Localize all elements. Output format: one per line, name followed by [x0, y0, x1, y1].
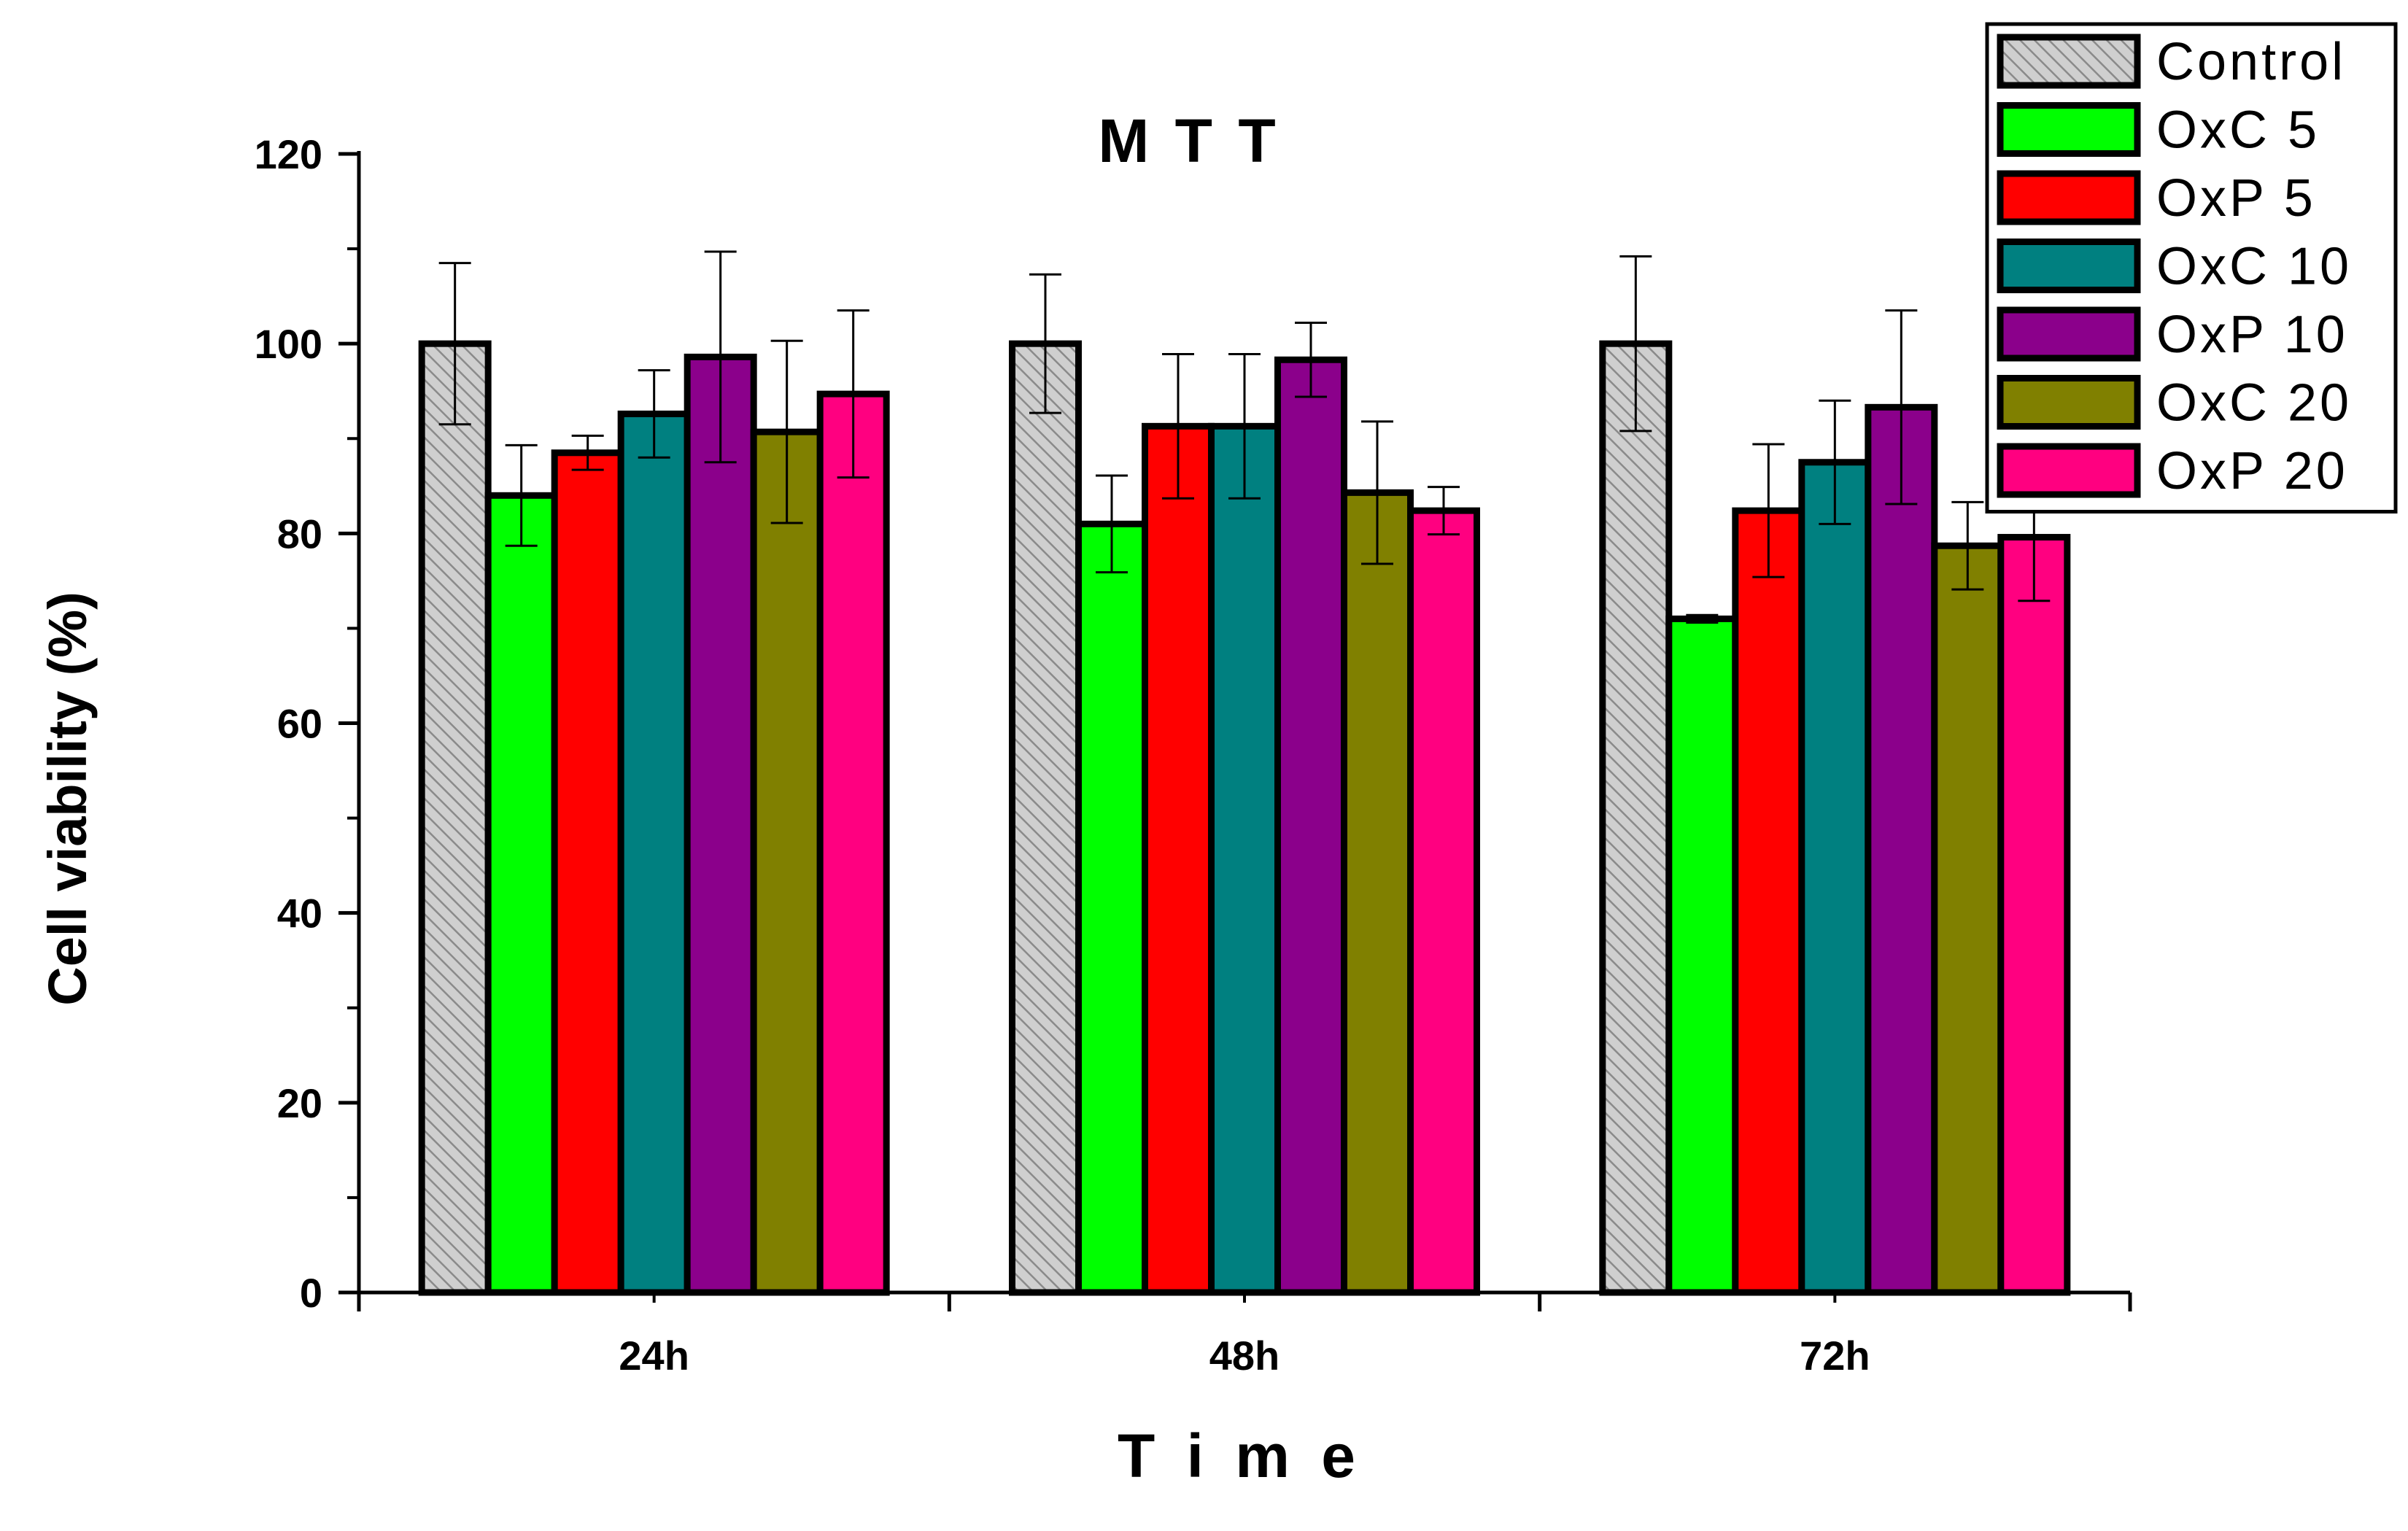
y-tick-label: 80: [277, 511, 322, 557]
error-bar-oxc-5-48h: [1096, 474, 1128, 574]
bar-oxp-20-48h: [1407, 507, 1480, 1296]
error-bar-oxp-10-48h: [1295, 322, 1327, 398]
legend-swatch: [1997, 443, 2141, 498]
legend-entry-control: Control: [1997, 33, 2346, 91]
chart-title: M T T: [1098, 106, 1280, 175]
bar-oxc-20-24h: [750, 428, 824, 1296]
legend-entry-oxp-20: OxP 20: [1997, 442, 2348, 500]
bar-oxc-5-24h: [484, 492, 558, 1296]
error-bar-oxc-5-24h: [505, 443, 538, 547]
error-bar-control-24h: [438, 262, 471, 426]
bar-oxp-10-48h: [1274, 356, 1347, 1296]
error-bar-oxp-5-72h: [1752, 443, 1785, 578]
bar-oxp-5-48h: [1142, 422, 1215, 1296]
x-tick-label: 48h: [1209, 1333, 1280, 1379]
legend-swatch: [1997, 239, 2141, 293]
x-tick-label: 72h: [1800, 1333, 1870, 1379]
legend-swatch: [1997, 375, 2141, 430]
y-tick-label: 0: [300, 1270, 322, 1316]
y-tick-label: 120: [255, 131, 322, 177]
bar-control-48h: [1009, 340, 1082, 1296]
error-bar-control-48h: [1029, 273, 1061, 414]
error-bar-oxc-20-24h: [770, 339, 803, 524]
error-bar-oxc-10-72h: [1819, 399, 1851, 525]
legend-entry-oxp-10: OxP 10: [1997, 306, 2348, 364]
y-tick-label: 60: [277, 701, 322, 747]
axes-layer: 0 20 40 60 80 100 120 24h 48h 72h: [255, 131, 2132, 1379]
error-bar-oxc-5-72h: [1686, 613, 1719, 624]
error-bar-oxc-20-72h: [1951, 500, 1984, 591]
legend-swatch: [1997, 34, 2141, 89]
error-bar-oxp-5-48h: [1162, 352, 1194, 500]
bar-oxp-10-72h: [1865, 403, 1938, 1296]
error-bar-oxp-5-24h: [571, 434, 604, 471]
bar-oxc-20-72h: [1931, 542, 2005, 1296]
legend: Control OxC 5 OxP 5 OxC 10 OxP 10 OxC 20 OxP 2…: [1985, 22, 2398, 513]
bar-oxp-5-24h: [551, 449, 624, 1296]
bar-oxp-20-24h: [816, 390, 890, 1296]
bar-oxc-10-72h: [1798, 459, 1872, 1296]
legend-entry-oxc-20: OxC 20: [1997, 374, 2352, 433]
y-axis-title: Cell viability (%): [37, 592, 98, 1005]
legend-label: OxP 20: [2156, 442, 2348, 500]
bar-oxp-5-72h: [1732, 507, 1805, 1296]
bar-control-24h: [418, 340, 492, 1296]
bar-control-72h: [1599, 340, 1673, 1296]
error-bars-layer: [438, 250, 2051, 624]
error-bar-oxc-20-48h: [1361, 420, 1393, 565]
legend-label: OxP 10: [2156, 306, 2348, 364]
error-bar-oxp-20-48h: [1428, 486, 1460, 536]
legend-entry-oxc-10: OxC 10: [1997, 238, 2352, 296]
error-bar-control-72h: [1619, 255, 1652, 433]
legend-label: OxC 20: [2156, 374, 2352, 433]
bar-oxc-10-24h: [617, 410, 691, 1296]
legend-swatch: [1997, 170, 2141, 225]
legend-entry-oxc-5: OxC 5: [1997, 101, 2320, 160]
x-tick-label: 24h: [619, 1333, 689, 1379]
y-tick-label: 40: [277, 891, 322, 937]
y-tick-label: 20: [277, 1080, 322, 1126]
bar-oxc-5-48h: [1075, 520, 1148, 1296]
bar-oxp-20-72h: [1997, 534, 2071, 1296]
legend-label: Control: [2156, 33, 2346, 91]
bar-oxp-10-24h: [684, 353, 757, 1296]
legend-label: OxC 10: [2156, 238, 2352, 296]
error-bar-oxp-10-24h: [704, 250, 737, 464]
legend-label: OxC 5: [2156, 101, 2320, 160]
legend-entry-oxp-5: OxP 5: [1997, 169, 2316, 228]
legend-swatch: [1997, 306, 2141, 362]
x-axis-title: T i m e: [1118, 1422, 1363, 1490]
bar-oxc-10-48h: [1208, 422, 1281, 1296]
legend-label: OxP 5: [2156, 169, 2316, 228]
y-tick-label: 100: [255, 321, 322, 367]
bar-oxc-5-72h: [1665, 615, 1739, 1296]
error-bar-oxp-10-72h: [1885, 309, 1918, 505]
error-bar-oxc-10-48h: [1228, 352, 1261, 500]
bar-oxc-20-48h: [1341, 489, 1414, 1296]
error-bar-oxc-10-24h: [638, 369, 670, 459]
legend-swatch: [1997, 102, 2141, 157]
error-bar-oxp-20-24h: [837, 309, 870, 479]
